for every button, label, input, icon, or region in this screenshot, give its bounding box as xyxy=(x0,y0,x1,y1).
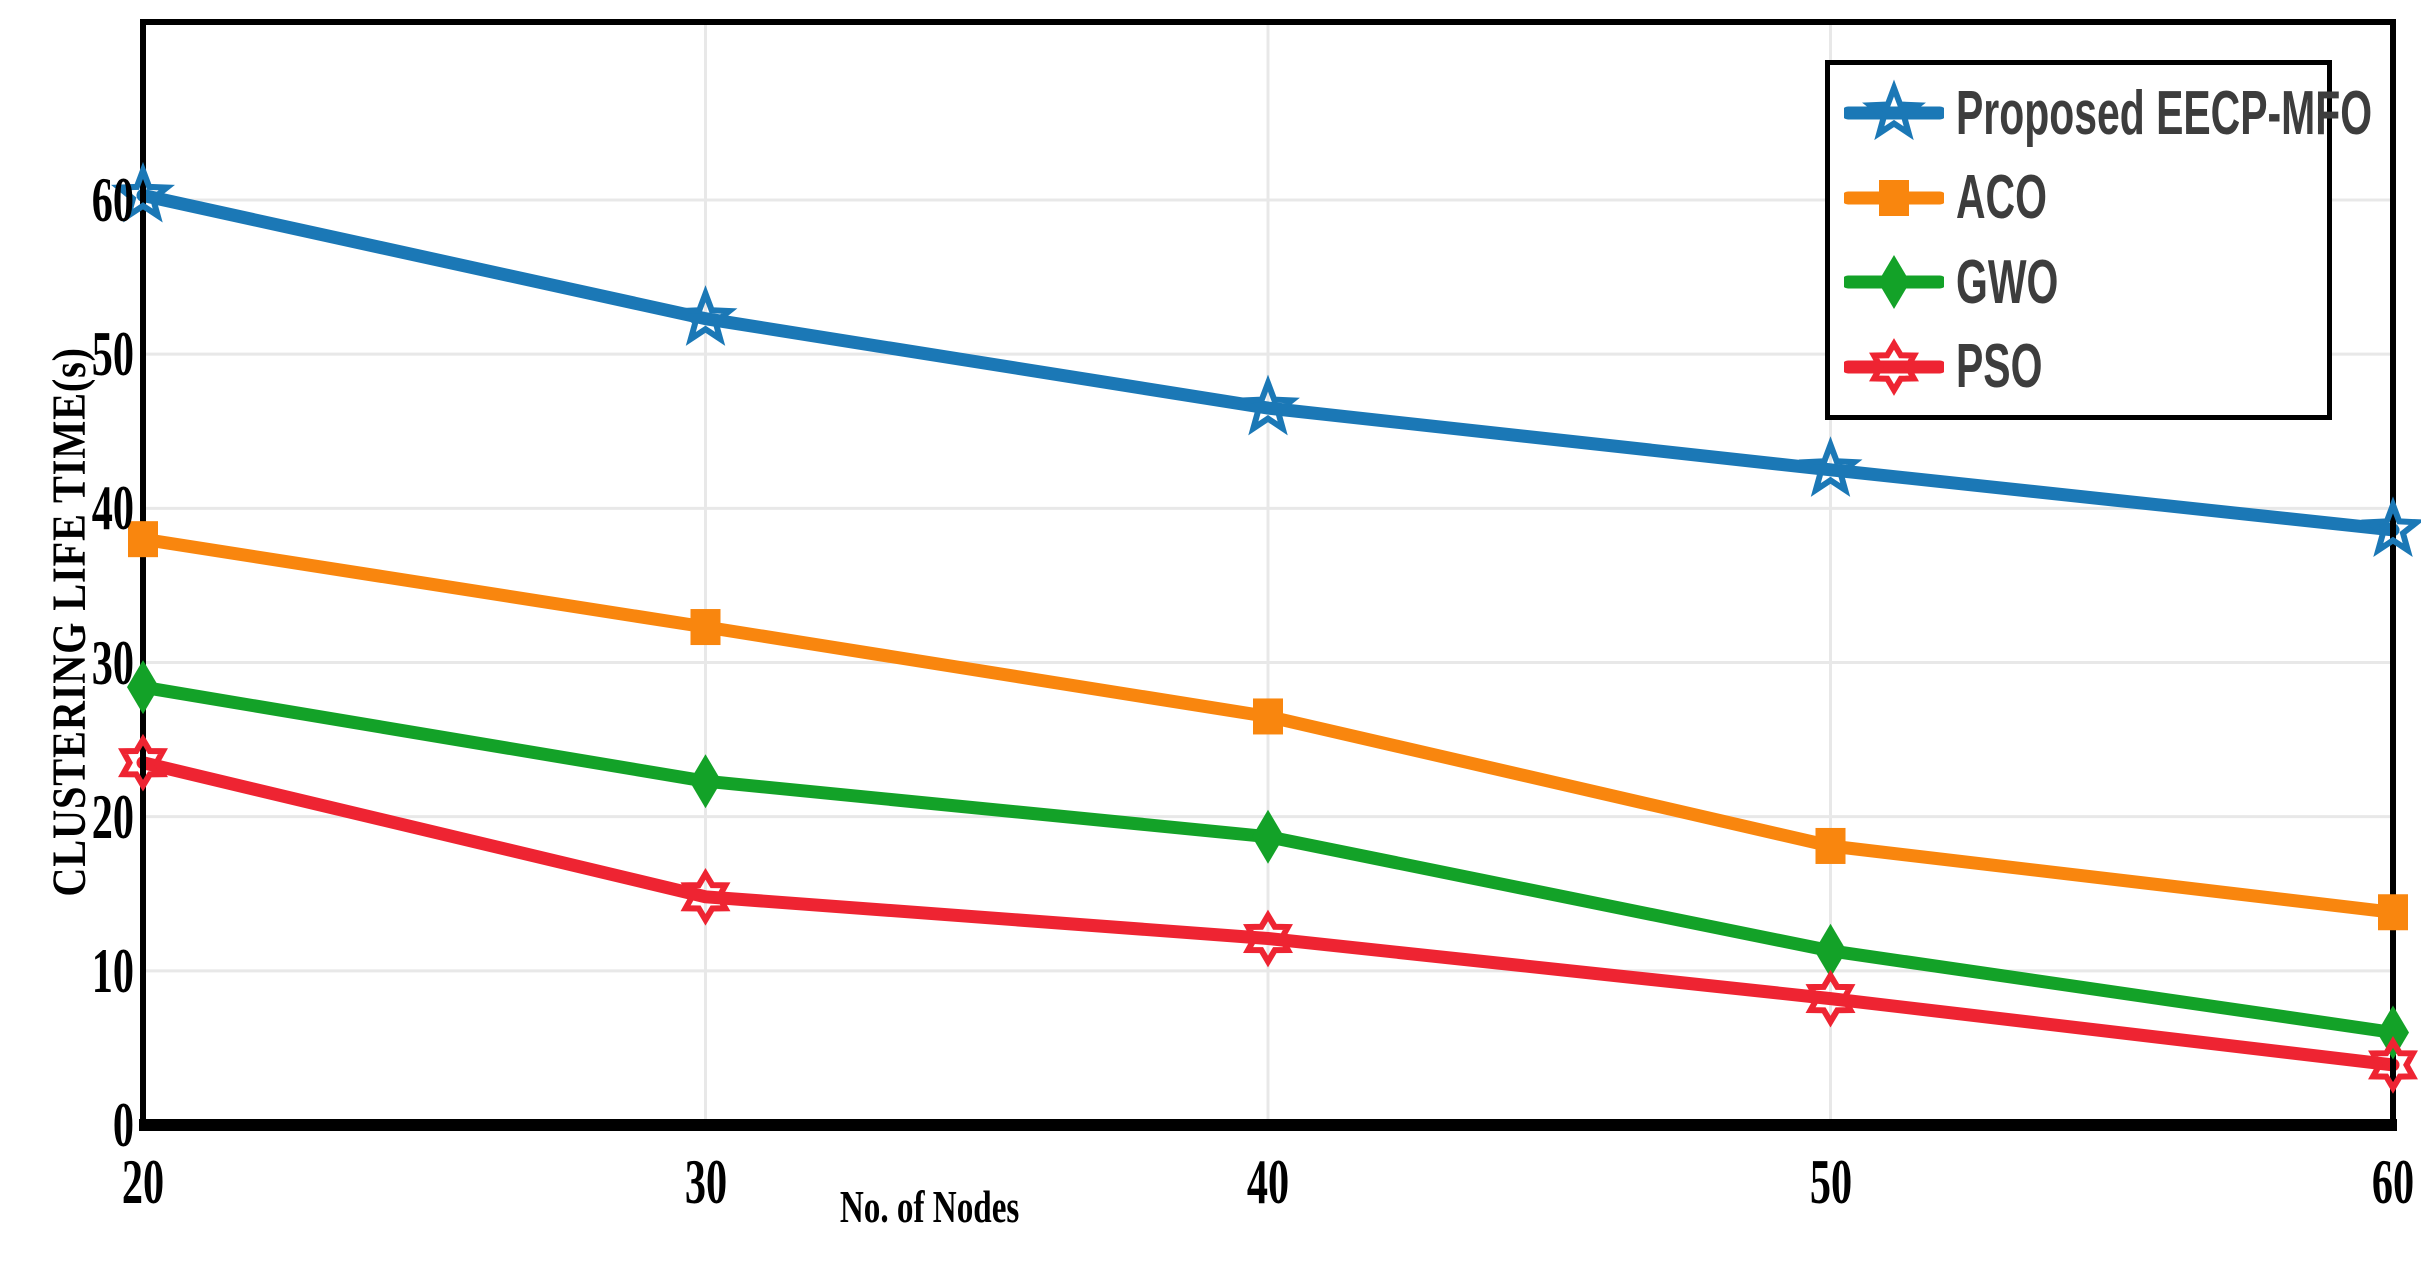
marker-open-star-6 xyxy=(118,733,168,792)
x-tick-text: 60 xyxy=(2371,1146,2415,1217)
x-axis-title: No. of Nodes xyxy=(630,1180,1230,1240)
marker-filled-diamond xyxy=(1878,255,1910,310)
marker-filled-square xyxy=(690,609,721,646)
legend-sample xyxy=(1844,79,1944,141)
y-tick-label-60: 60 xyxy=(0,160,134,240)
marker-open-star-5 xyxy=(1236,374,1300,436)
x-tick-text: 50 xyxy=(1809,1146,1852,1217)
x-tick-text: 20 xyxy=(121,1146,165,1217)
legend-item-proposed-eecp-mfo: Proposed EECP-MFO xyxy=(1844,73,2372,153)
y-tick-label-50: 50 xyxy=(0,314,134,394)
y-tick-text: 10 xyxy=(91,934,134,1006)
legend-label: GWO xyxy=(1956,247,2059,317)
legend-item-aco: ACO xyxy=(1844,158,2327,238)
marker-filled-square xyxy=(2378,894,2408,931)
legend-sample xyxy=(1844,337,1944,396)
marker-open-star-6 xyxy=(1869,337,1919,396)
marker-open-star-5 xyxy=(111,161,175,223)
legend-label: Proposed EECP-MFO xyxy=(1956,78,2373,148)
y-tick-text: 30 xyxy=(91,626,134,698)
marker-open-star-6 xyxy=(680,867,731,926)
legend-sample xyxy=(1844,255,1944,310)
y-tick-label-30: 30 xyxy=(0,623,134,703)
x-tick-label-30: 30 xyxy=(606,1142,806,1222)
x-tick-label-50: 50 xyxy=(1731,1142,1931,1222)
y-tick-text: 0 xyxy=(112,1089,134,1160)
y-tick-text: 40 xyxy=(91,472,134,544)
y-tick-text: 50 xyxy=(91,318,134,390)
y-tick-label-0: 0 xyxy=(0,1085,134,1165)
legend-item-pso: PSO xyxy=(1844,327,2327,407)
marker-filled-square xyxy=(1253,698,1283,735)
y-tick-text: 20 xyxy=(91,780,134,852)
marker-open-star-5 xyxy=(673,285,738,346)
y-tick-text: 60 xyxy=(91,164,134,235)
marker-filled-square xyxy=(1815,827,1846,864)
marker-filled-diamond xyxy=(2377,1005,2409,1060)
marker-open-star-6 xyxy=(1805,969,1856,1028)
series-line-proposed-eecp-mfo xyxy=(136,188,2400,537)
legend: Proposed EECP-MFO ACO GWO PSO xyxy=(1825,60,2372,420)
marker-filled-diamond xyxy=(1814,923,1847,978)
series-line-pso xyxy=(136,756,2400,1072)
marker-open-star-5 xyxy=(2361,496,2421,558)
legend-item-gwo: GWO xyxy=(1844,242,2327,322)
x-tick-label-20: 20 xyxy=(43,1142,243,1222)
marker-open-star-5 xyxy=(1862,79,1926,141)
legend-label: PSO xyxy=(1956,332,2043,402)
x-tick-text: 40 xyxy=(1246,1146,1290,1217)
legend-sample xyxy=(1844,179,1944,216)
marker-open-star-6 xyxy=(2368,1036,2418,1094)
marker-open-star-6 xyxy=(1243,909,1293,968)
x-tick-label-40: 40 xyxy=(1168,1142,1368,1222)
x-axis-title-text: No. of Nodes xyxy=(840,1181,1020,1232)
marker-filled-square xyxy=(1879,179,1909,216)
legend-label: ACO xyxy=(1956,163,2047,233)
marker-filled-square xyxy=(128,521,158,558)
x-tick-text: 30 xyxy=(684,1146,727,1217)
y-tick-label-20: 20 xyxy=(0,777,134,857)
y-tick-label-40: 40 xyxy=(0,468,134,548)
marker-filled-diamond xyxy=(689,754,722,809)
x-tick-label-60: 60 xyxy=(2293,1142,2421,1222)
marker-filled-diamond xyxy=(1252,809,1284,864)
marker-open-star-5 xyxy=(1798,436,1863,497)
y-tick-label-10: 10 xyxy=(0,931,134,1011)
marker-filled-diamond xyxy=(127,660,159,715)
